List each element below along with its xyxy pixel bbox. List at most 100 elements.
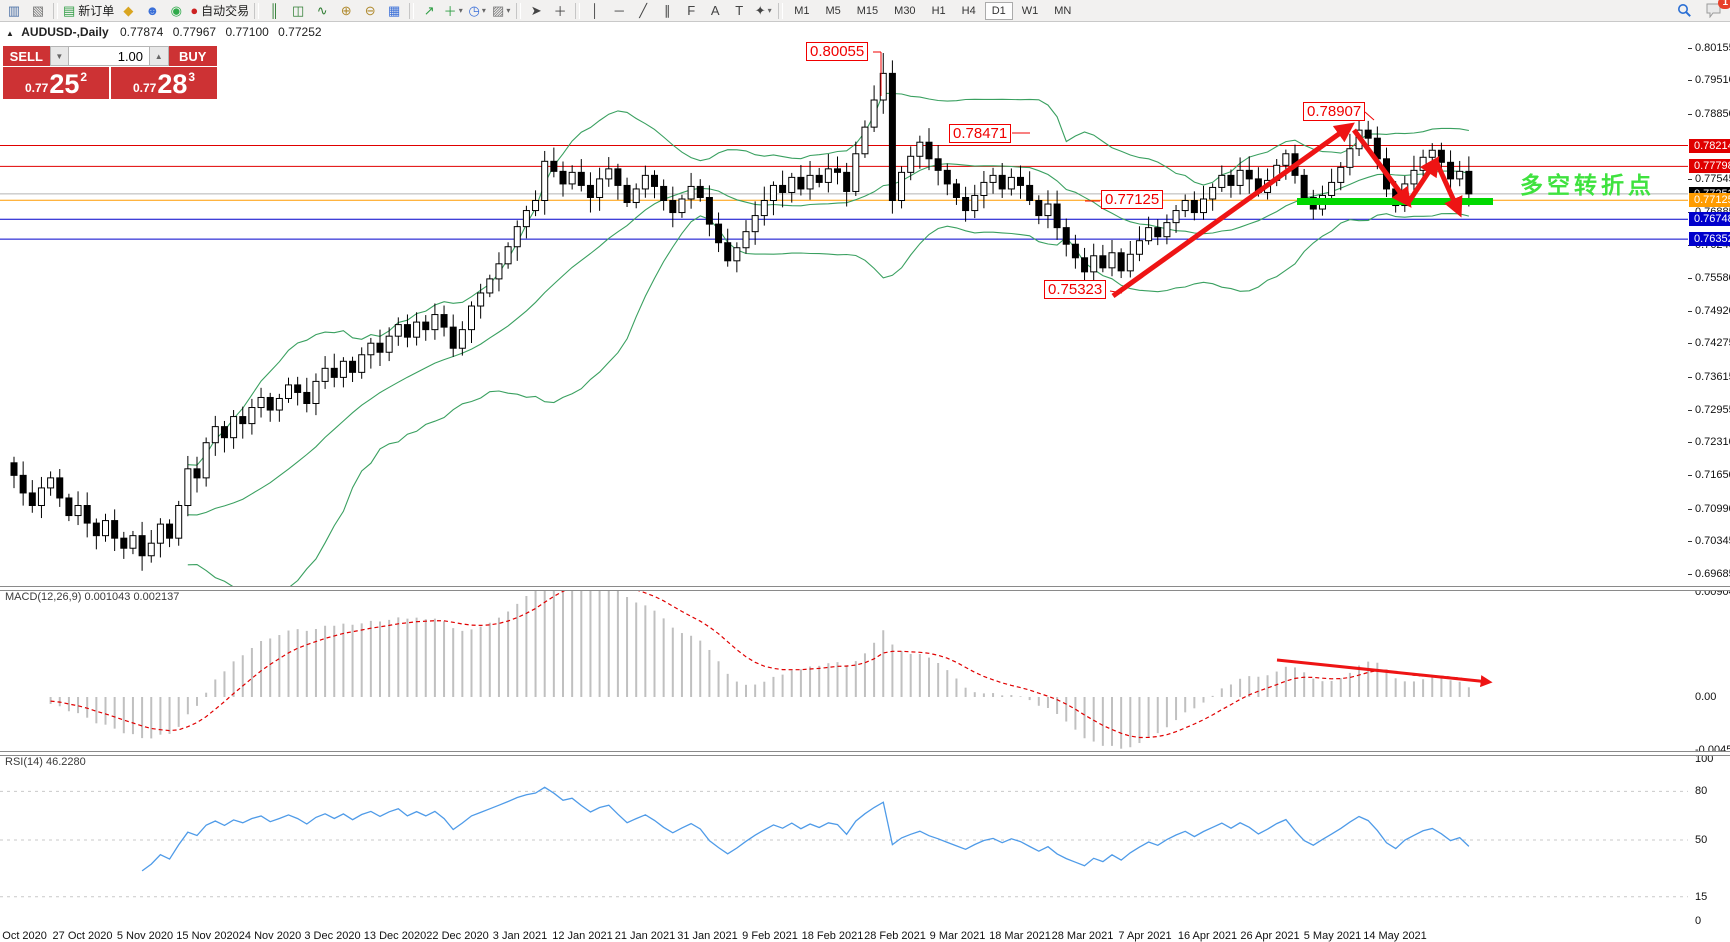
line-chart-icon[interactable]: ∿ bbox=[310, 1, 334, 20]
signals-icon[interactable]: ◉ bbox=[164, 1, 188, 20]
annotation-cn-pivot-text[interactable]: 多空转折点 bbox=[1520, 172, 1655, 198]
candle-bull bbox=[733, 247, 741, 262]
crosshair-icon[interactable]: ＋ bbox=[548, 1, 572, 20]
open-chart-icon[interactable]: ▥ bbox=[2, 1, 26, 20]
arrows-icon[interactable]: ✦ ▾ bbox=[751, 1, 775, 20]
candle-bull bbox=[1410, 169, 1418, 185]
sell-price-box[interactable]: 0.77 25 2 bbox=[3, 67, 109, 99]
quote-open: 0.77874 bbox=[119, 25, 164, 39]
candle-bull bbox=[605, 168, 613, 180]
price-axis[interactable]: 0.801550.795100.788500.775450.768850.762… bbox=[1688, 21, 1730, 942]
candle-bull bbox=[1209, 186, 1217, 200]
timeframe-button-d1[interactable]: D1 bbox=[984, 1, 1013, 20]
pane-separator-rsi[interactable] bbox=[0, 751, 1730, 756]
timeframe-button-m30[interactable]: M30 bbox=[894, 4, 916, 17]
collapse-triangle-icon[interactable]: ▲ bbox=[6, 29, 14, 38]
search-icon[interactable] bbox=[1672, 1, 1696, 20]
buy-price-box[interactable]: 0.77 28 3 bbox=[111, 67, 217, 99]
community-icon[interactable]: ☻ bbox=[140, 1, 164, 20]
new-order-button[interactable]: ▤ 新订单 bbox=[61, 1, 116, 20]
rally-arrow[interactable] bbox=[1111, 122, 1355, 299]
chart-preview-icon: ▧ bbox=[31, 2, 45, 18]
notification-badge: 1 bbox=[1718, 0, 1730, 9]
horizontal-line-icon[interactable]: ─ bbox=[607, 1, 631, 20]
annotation-swing-low[interactable]: 0.75323 bbox=[1044, 280, 1107, 299]
candlestick-chart-icon[interactable]: ◫ bbox=[286, 1, 310, 20]
arrows-icon-dropdown[interactable]: ▾ bbox=[767, 6, 772, 15]
timeframe-button-h4[interactable]: H4 bbox=[961, 4, 976, 17]
symbol-info-line: ▲ AUDUSD-,Daily 0.77874 0.77967 0.77100 … bbox=[6, 25, 328, 39]
candle-bear bbox=[166, 523, 174, 539]
candle-bull bbox=[513, 226, 521, 248]
rsi-value: 46.2280 bbox=[45, 756, 86, 768]
tile-windows-icon[interactable]: ▦ bbox=[382, 1, 406, 20]
text-icon[interactable]: A bbox=[703, 1, 727, 20]
sell-button[interactable]: SELL bbox=[3, 46, 50, 66]
candle-bear bbox=[669, 200, 677, 214]
chart-preview-icon[interactable]: ▧ bbox=[26, 1, 50, 20]
toolbar-separator bbox=[516, 2, 522, 19]
timeframe-button-m1[interactable]: M1 bbox=[794, 4, 810, 17]
annotation-peak-78907[interactable]: 0.78907 bbox=[1303, 102, 1366, 121]
price-tick-mark bbox=[1688, 574, 1692, 575]
timeframe-button-m5[interactable]: M5 bbox=[825, 4, 841, 17]
annotation-pivot-77125[interactable]: 0.77125 bbox=[1101, 190, 1164, 209]
rsi-tick-80: 80 bbox=[1695, 785, 1708, 797]
sell-price-pip: 2 bbox=[80, 70, 88, 84]
candle-bear bbox=[1447, 161, 1455, 180]
templates-icon-dropdown[interactable]: ▾ bbox=[506, 6, 511, 15]
level-label-0.77798: 0.77798 bbox=[1689, 159, 1730, 173]
drop-arrow-1[interactable] bbox=[1351, 128, 1412, 208]
candle-bear bbox=[138, 535, 146, 557]
candle-bull bbox=[74, 505, 82, 517]
candle-bull bbox=[129, 535, 137, 549]
main-pane[interactable] bbox=[0, 53, 1688, 596]
timeframe-button-w1[interactable]: W1 bbox=[1021, 4, 1039, 17]
templates-icon[interactable]: ▨ ▾ bbox=[489, 1, 513, 20]
timeframe-button-m15[interactable]: M15 bbox=[856, 4, 879, 17]
line-chart-icon: ∿ bbox=[316, 2, 328, 18]
equidistant-channel-icon[interactable]: ∥ bbox=[655, 1, 679, 20]
bar-chart-icon[interactable]: ║ bbox=[262, 1, 286, 20]
price-tick-mark bbox=[1688, 509, 1692, 510]
cursor-icon[interactable]: ➤ bbox=[524, 1, 548, 20]
vertical-line-icon[interactable]: │ bbox=[583, 1, 607, 20]
volume-input[interactable] bbox=[69, 46, 150, 66]
annotation-peak-high[interactable]: 0.80055 bbox=[806, 42, 869, 61]
add-indicator-icon-dropdown[interactable]: ▾ bbox=[458, 6, 463, 15]
timeframe-button-h1[interactable]: H1 bbox=[931, 4, 946, 17]
annotation-level-78471[interactable]: 0.78471 bbox=[949, 124, 1012, 143]
add-indicator-icon[interactable]: ＋ ▾ bbox=[441, 1, 465, 20]
candle-bull bbox=[989, 174, 997, 183]
periodicity-icon[interactable]: ◷ ▾ bbox=[465, 1, 489, 20]
green-pivot-zone[interactable] bbox=[1297, 198, 1493, 205]
candle-bull bbox=[1172, 210, 1180, 224]
pane-separator-macd[interactable] bbox=[0, 586, 1730, 591]
zoom-in-icon[interactable]: ⊕ bbox=[334, 1, 358, 20]
zoom-out-icon[interactable]: ⊖ bbox=[358, 1, 382, 20]
trendline-icon[interactable]: ╱ bbox=[631, 1, 655, 20]
date-label: 8 Oct 2020 bbox=[0, 930, 47, 942]
indicators-icon[interactable]: ↗ bbox=[417, 1, 441, 20]
volume-decrease-button[interactable]: ▼ bbox=[49, 46, 70, 66]
timeframe-button-mn[interactable]: MN bbox=[1054, 4, 1072, 17]
candle-bull bbox=[541, 160, 549, 202]
fibonacci-icon[interactable]: F bbox=[679, 1, 703, 20]
drop-arrow-2[interactable] bbox=[1433, 159, 1463, 218]
macd-pane[interactable] bbox=[49, 570, 1470, 749]
text-label-icon[interactable]: T bbox=[727, 1, 751, 20]
autotrade-button[interactable]: ● 自动交易 bbox=[188, 1, 251, 20]
candle-bear bbox=[1227, 174, 1235, 186]
buy-button[interactable]: BUY bbox=[168, 46, 217, 66]
macd-divergence-arrow[interactable] bbox=[1276, 658, 1493, 688]
volume-increase-button[interactable]: ▲ bbox=[149, 46, 169, 66]
rsi-pane[interactable] bbox=[0, 786, 1688, 898]
bounce-arrow[interactable] bbox=[1405, 156, 1440, 205]
chat-icon[interactable]: 1 bbox=[1702, 0, 1730, 20]
metaeditor-icon[interactable]: ◆ bbox=[116, 1, 140, 20]
periodicity-icon-dropdown[interactable]: ▾ bbox=[481, 6, 486, 15]
toolbar-separator bbox=[53, 2, 58, 19]
